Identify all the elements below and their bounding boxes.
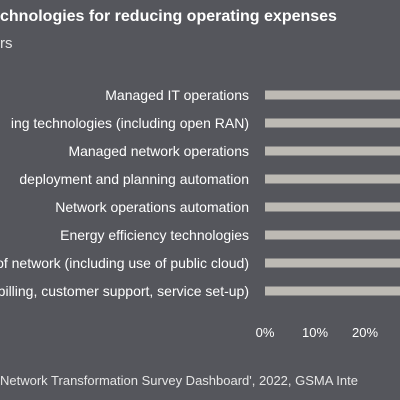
- bar-6: [265, 258, 400, 268]
- x-tick-label-0: 0%: [256, 325, 275, 340]
- category-label-2: Managed network operations: [68, 143, 249, 159]
- category-label-1: ing technologies (including open RAN): [11, 115, 249, 131]
- bar-7: [265, 286, 400, 296]
- bar-1: [265, 118, 400, 128]
- bar-5: [265, 230, 400, 240]
- x-tick-label-1: 10%: [302, 325, 328, 340]
- bar-2: [265, 146, 400, 156]
- category-label-6: of network (including use of public clou…: [0, 255, 249, 271]
- category-label-4: Network operations automation: [55, 199, 249, 215]
- bar-3: [265, 174, 400, 184]
- category-label-3: deployment and planning automation: [19, 171, 249, 187]
- chart-title: chnologies for reducing operating expens…: [0, 8, 337, 25]
- bar-4: [265, 202, 400, 212]
- category-label-0: Managed IT operations: [105, 87, 249, 103]
- category-label-7: n (billing, customer support, service se…: [0, 283, 249, 299]
- chart-subtitle: rs: [0, 35, 13, 52]
- category-label-5: Energy efficiency technologies: [60, 227, 249, 243]
- chart-source: Network Transformation Survey Dashboard'…: [0, 373, 358, 388]
- x-tick-label-2: 20%: [352, 325, 378, 340]
- bar-0: [265, 90, 400, 100]
